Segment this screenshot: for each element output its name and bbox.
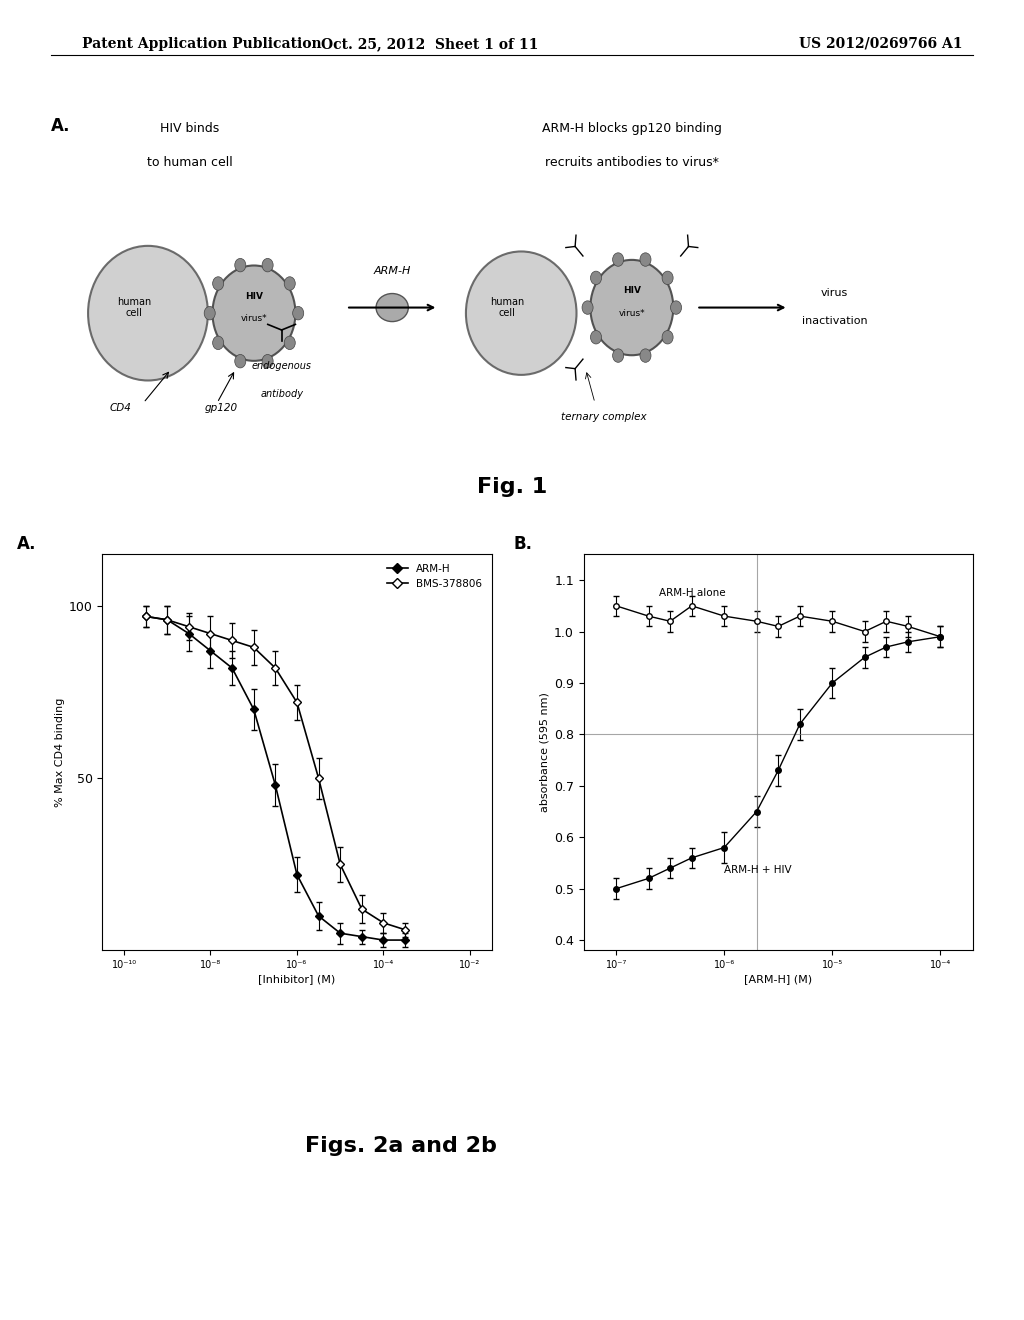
Circle shape [262,355,273,368]
Text: ARM-H alone: ARM-H alone [659,587,726,598]
Circle shape [285,337,295,350]
Text: ternary complex: ternary complex [561,412,647,422]
Text: virus*: virus* [618,309,645,318]
Circle shape [591,271,601,285]
Circle shape [663,271,673,285]
Circle shape [293,306,304,319]
Text: ARM-H blocks gp120 binding: ARM-H blocks gp120 binding [542,123,722,136]
Circle shape [285,277,295,290]
Circle shape [640,348,651,362]
Text: antibody: antibody [260,389,303,400]
Text: gp120: gp120 [205,403,239,413]
Text: A.: A. [51,117,71,135]
Text: Oct. 25, 2012  Sheet 1 of 11: Oct. 25, 2012 Sheet 1 of 11 [322,37,539,51]
Circle shape [234,259,246,272]
Text: CD4: CD4 [110,403,131,413]
Ellipse shape [213,265,296,360]
Circle shape [234,355,246,368]
Circle shape [663,330,673,345]
Text: HIV: HIV [245,292,263,301]
Circle shape [204,306,215,319]
Circle shape [612,348,624,362]
Text: B.: B. [514,535,532,553]
Circle shape [213,337,223,350]
Text: to human cell: to human cell [146,156,232,169]
Text: HIV: HIV [623,286,641,296]
Circle shape [612,253,624,267]
Ellipse shape [466,251,577,375]
X-axis label: [Inhibitor] (M): [Inhibitor] (M) [258,974,336,985]
Text: inactivation: inactivation [802,317,867,326]
Text: endogenous: endogenous [252,362,311,371]
Legend: ARM-H, BMS-378806: ARM-H, BMS-378806 [383,560,486,593]
Ellipse shape [591,260,674,355]
Circle shape [591,330,601,345]
X-axis label: [ARM-H] (M): [ARM-H] (M) [744,974,812,985]
Text: Figs. 2a and 2b: Figs. 2a and 2b [305,1137,498,1156]
Text: ARM-H: ARM-H [374,265,411,276]
Circle shape [640,253,651,267]
Ellipse shape [376,293,409,322]
Text: A.: A. [16,535,36,553]
Y-axis label: absorbance (595 nm): absorbance (595 nm) [540,693,550,812]
Text: virus: virus [821,288,848,298]
Text: human
cell: human cell [117,297,152,318]
Text: Fig. 1: Fig. 1 [477,477,547,498]
Text: HIV binds: HIV binds [160,123,219,136]
Text: ARM-H + HIV: ARM-H + HIV [724,865,792,875]
Circle shape [213,277,223,290]
Text: US 2012/0269766 A1: US 2012/0269766 A1 [799,37,963,51]
Ellipse shape [88,246,208,380]
Text: virus*: virus* [241,314,267,323]
Circle shape [671,301,682,314]
Text: human
cell: human cell [490,297,524,318]
Circle shape [582,301,593,314]
Y-axis label: % Max CD4 binding: % Max CD4 binding [54,698,65,807]
Text: Patent Application Publication: Patent Application Publication [82,37,322,51]
Circle shape [262,259,273,272]
Text: recruits antibodies to virus*: recruits antibodies to virus* [545,156,719,169]
